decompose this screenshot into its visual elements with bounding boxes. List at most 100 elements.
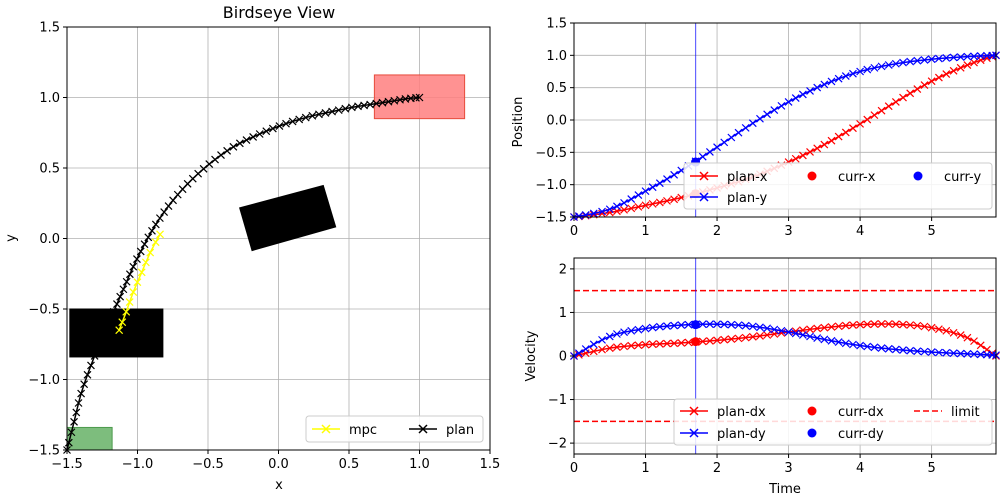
velocity-series bbox=[570, 258, 1000, 454]
velocity-xlabel: Time bbox=[768, 482, 801, 497]
p2-tick-label-y: −1 bbox=[548, 393, 567, 408]
p1-tick-label-x: 0 bbox=[570, 224, 578, 239]
plan-dy-marker bbox=[899, 346, 907, 355]
plan-marker bbox=[116, 292, 125, 301]
plan-marker bbox=[275, 122, 284, 130]
plan-marker bbox=[235, 139, 244, 148]
plan-marker bbox=[112, 300, 121, 309]
plan-marker bbox=[94, 342, 103, 351]
plan-dx-marker bbox=[877, 320, 886, 328]
plan-dy-marker bbox=[627, 326, 636, 335]
p1-tick-label-y: −0.5 bbox=[535, 146, 567, 161]
plan-y-marker bbox=[791, 94, 800, 103]
plan-dx-marker bbox=[698, 337, 707, 346]
p2-tick-label-x: 4 bbox=[856, 461, 864, 476]
plan-x-marker bbox=[849, 124, 857, 133]
plan-dy-marker bbox=[748, 322, 757, 331]
plan-dx-marker bbox=[956, 331, 965, 339]
plan-line bbox=[66, 96, 420, 451]
plan-dy-marker bbox=[834, 338, 843, 347]
plan-marker bbox=[122, 277, 131, 286]
plan-x-marker bbox=[906, 89, 915, 98]
plan-y-marker bbox=[963, 52, 972, 61]
plan-dy-marker bbox=[756, 323, 764, 332]
plan-dy-marker bbox=[976, 350, 985, 359]
plan-y-marker bbox=[648, 183, 657, 192]
plan-y-marker bbox=[856, 67, 865, 76]
legend-plan-label: plan bbox=[446, 423, 474, 438]
plan-dx-marker bbox=[963, 333, 972, 342]
plan-y-marker bbox=[891, 59, 900, 68]
plan-y-marker bbox=[605, 205, 614, 214]
region-start bbox=[66, 426, 113, 451]
plan-dx-marker bbox=[856, 320, 865, 329]
plan-x-marker bbox=[791, 154, 800, 163]
plan-y-marker bbox=[574, 212, 583, 221]
plan-y-marker bbox=[748, 119, 757, 128]
plan-dy-marker bbox=[734, 321, 743, 330]
plan-dy-marker bbox=[856, 341, 865, 350]
position-ylabel: Position bbox=[511, 97, 526, 148]
mpc-marker bbox=[146, 248, 155, 257]
plan-y-marker bbox=[784, 97, 793, 106]
plan-marker bbox=[67, 428, 76, 437]
plan-dy-marker bbox=[841, 339, 850, 348]
birdseye-series bbox=[63, 93, 424, 454]
legend-plan-marker bbox=[418, 424, 428, 434]
plan-marker bbox=[205, 160, 214, 169]
plan-x-marker bbox=[877, 106, 886, 115]
plan-dy-marker bbox=[813, 334, 822, 342]
curr-dy-point bbox=[691, 320, 701, 330]
plan-dx-marker bbox=[870, 320, 879, 329]
plan-marker bbox=[255, 130, 264, 138]
plan-marker bbox=[321, 109, 330, 117]
legend-plan-y-label: plan-y bbox=[727, 191, 768, 206]
legend-mpc-marker bbox=[321, 424, 331, 434]
plan-x-marker bbox=[620, 205, 628, 214]
p0-tick-label-x: −1.5 bbox=[51, 457, 83, 472]
plan-x-marker bbox=[670, 195, 679, 204]
p2-tick-label-x: 2 bbox=[713, 461, 721, 476]
plan-marker bbox=[151, 220, 160, 229]
plan-y-marker bbox=[727, 133, 736, 142]
birdseye-legend-box bbox=[305, 415, 484, 443]
region-obstacle-rotated bbox=[239, 184, 337, 252]
plan-dx-marker bbox=[612, 343, 621, 352]
legend-curr-dx-label: curr-dx bbox=[838, 405, 884, 420]
plan-dx-marker bbox=[756, 332, 764, 340]
plan-dy-marker bbox=[720, 320, 729, 329]
birdseye-panel: Birdseye View −1.5 −1.0 −0.5 0.0 0.5 1.0 1.5−1… bbox=[4, 3, 500, 493]
plan-x-marker bbox=[856, 119, 865, 128]
p0-tick-label-y: 1.0 bbox=[39, 91, 60, 106]
plan-dx-marker bbox=[906, 321, 915, 329]
plan-dy-marker bbox=[906, 346, 915, 355]
plan-marker bbox=[328, 107, 337, 116]
plan-dx-marker bbox=[899, 320, 907, 329]
plan-dx-marker bbox=[827, 323, 836, 331]
plan-dy-marker bbox=[620, 328, 628, 337]
plan-y-marker bbox=[641, 187, 650, 196]
p1-tick-label-y: −1.0 bbox=[535, 178, 567, 193]
mpc-marker bbox=[118, 318, 127, 327]
plan-dx-marker bbox=[648, 340, 657, 349]
plan-x-marker bbox=[949, 66, 958, 75]
plan-y-marker bbox=[934, 54, 943, 63]
p2-tick-label-x: 0 bbox=[570, 461, 578, 476]
position-legend: plan-x curr-x curr-y plan-y bbox=[683, 162, 993, 210]
plan-dy-marker bbox=[598, 335, 606, 344]
plan-dy-marker bbox=[934, 348, 943, 357]
plan-marker bbox=[211, 155, 219, 164]
plan-marker bbox=[169, 196, 177, 205]
plan-y-marker bbox=[705, 147, 714, 156]
plan-dx-marker bbox=[934, 325, 943, 334]
plan-marker bbox=[295, 115, 304, 124]
plan-marker bbox=[83, 370, 92, 379]
plan-dy-marker bbox=[956, 349, 965, 358]
mpc-marker bbox=[122, 307, 131, 316]
plan-x-marker bbox=[899, 93, 907, 102]
plan-dx-marker bbox=[589, 347, 598, 356]
plan-x-marker bbox=[841, 128, 850, 137]
plan-y-marker bbox=[806, 86, 814, 95]
p1-tick-label-y: 0.0 bbox=[546, 114, 567, 129]
